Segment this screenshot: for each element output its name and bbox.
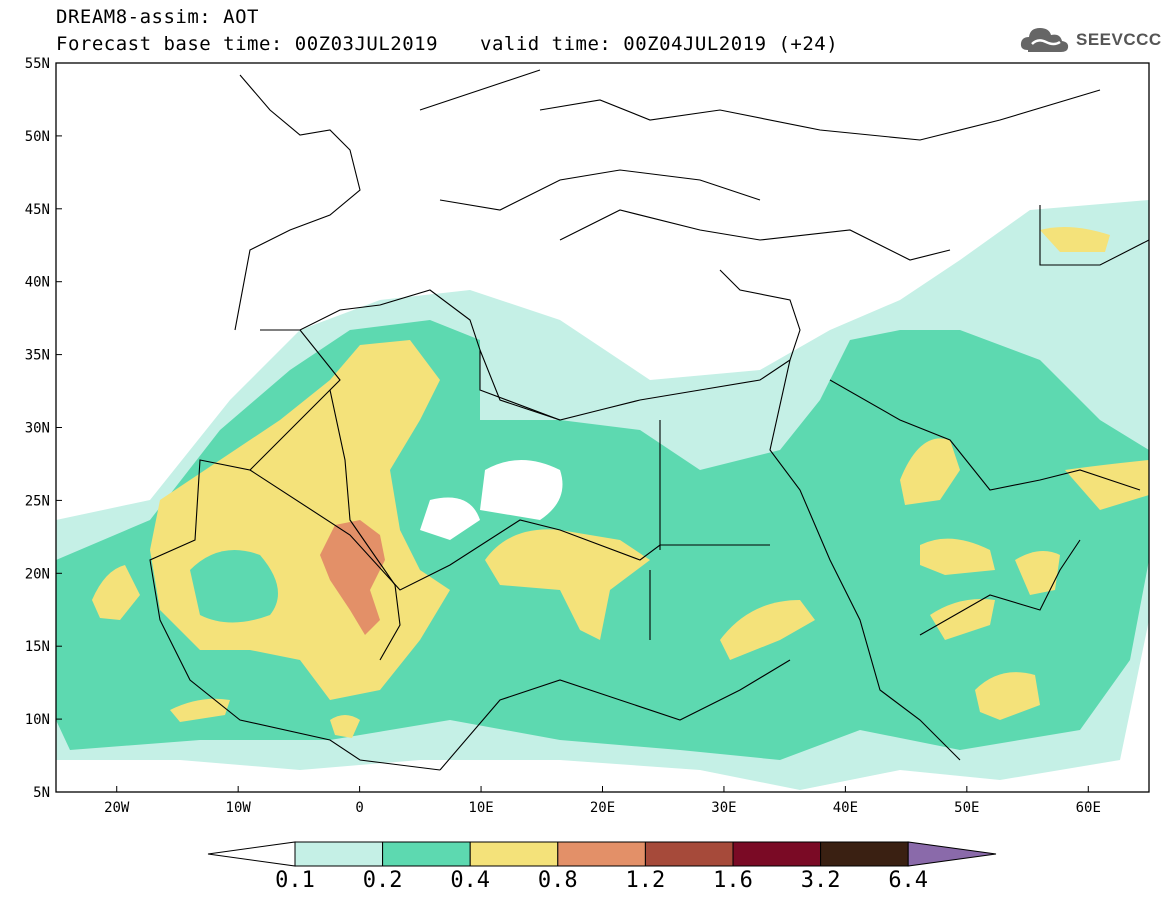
colorbar (207, 841, 997, 867)
aot-contour-high (92, 565, 140, 620)
lat-label: 20N (25, 566, 50, 582)
lat-label: 55N (25, 56, 50, 72)
colorbar-label: 0.2 (362, 868, 403, 893)
colorbar-label: 0.8 (537, 868, 578, 893)
aot-contour-high (900, 438, 960, 505)
aot-contour-high (485, 529, 650, 640)
lon-label: 60E (1076, 800, 1101, 816)
aot-contour-high (170, 698, 230, 722)
colorbar-label: 0.1 (275, 868, 315, 893)
aot-contour-high (975, 672, 1040, 720)
country-borders (149, 69, 1149, 771)
lat-label: 40N (25, 275, 50, 291)
lat-label: 45N (25, 202, 50, 218)
lon-label: 0 (355, 800, 363, 816)
colorbar-box (469, 841, 559, 867)
colorbar-label: 0.4 (450, 868, 491, 893)
colorbar-box (557, 841, 646, 867)
colorbar-box (382, 841, 471, 867)
lon-label: 50E (954, 800, 979, 816)
aot-contour-high (720, 600, 815, 660)
aot-contour-high (1040, 226, 1110, 252)
seevccc-logo: SEEVCCC (1018, 22, 1161, 62)
lat-label: 10N (25, 712, 50, 728)
colorbar-box (732, 841, 822, 867)
aot-contour-high (920, 538, 995, 575)
aot-hole (480, 460, 563, 520)
lat-label: 15N (25, 639, 50, 655)
base-time: Forecast base time: 00Z03JUL2019 (56, 33, 439, 55)
aot-field (56, 63, 1149, 792)
map-title: DREAM8-assim: AOT (56, 6, 259, 28)
lat-label: 5N (33, 785, 50, 801)
aot-contour-veryhigh (320, 520, 385, 635)
logo-text: SEEVCCC (1076, 30, 1162, 49)
colorbar-label: 1.6 (713, 868, 753, 893)
colorbar-arrow-high (907, 841, 997, 867)
lon-label: 10W (226, 800, 252, 816)
lon-label: 10E (468, 800, 493, 816)
colorbar-label: 6.4 (888, 868, 929, 893)
colorbar-box (644, 841, 734, 867)
lon-label: 20W (104, 800, 130, 816)
aot-hole (420, 497, 480, 540)
aot-contour-mid (190, 550, 278, 623)
aot-contour-high (330, 715, 360, 738)
lat-label: 30N (25, 421, 50, 437)
lon-label: 40E (833, 800, 858, 816)
colorbar-box (294, 841, 384, 867)
lat-label: 50N (25, 129, 50, 145)
lon-label: 30E (711, 800, 736, 816)
colorbar-box (820, 841, 909, 867)
colorbar-arrow-low (207, 841, 296, 867)
cloud-icon (1020, 28, 1069, 52)
lat-label: 25N (25, 493, 50, 509)
colorbar-label: 3.2 (800, 868, 841, 893)
lat-ticks: 55N 50N 45N 40N 35N 30N 25N 20N 15N 10N 5N (25, 56, 62, 801)
colorbar-label: 1.2 (625, 868, 666, 893)
lat-label: 35N (25, 348, 50, 364)
valid-time: valid time: 00Z04JUL2019 (+24) (480, 33, 839, 55)
lon-label: 20E (590, 800, 615, 816)
lon-ticks: 20W 10W 0 10E 20E 30E 40E 50E 60E (104, 786, 1101, 816)
aot-contour-high (930, 599, 995, 640)
aot-contour-high (1015, 551, 1060, 595)
